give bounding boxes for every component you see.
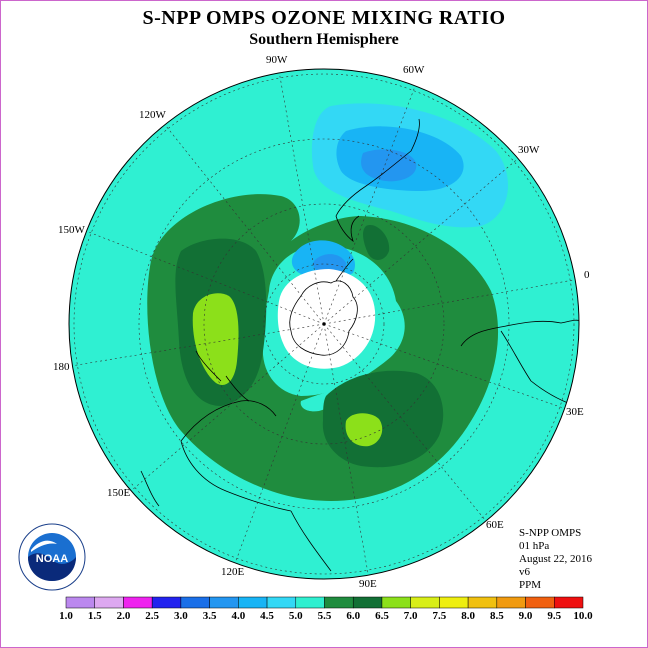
colorbar-tick-label: 4.0 bbox=[231, 610, 246, 622]
colorbar-segment bbox=[266, 596, 297, 609]
colorbar-tick-label: 1.0 bbox=[59, 610, 73, 622]
map-boundary bbox=[68, 68, 580, 580]
info-pressure: 01 hPa bbox=[519, 540, 550, 552]
info-instrument: S-NPP OMPS bbox=[519, 527, 582, 539]
lon-label-60e: 60E bbox=[486, 519, 504, 531]
colorbar-segment bbox=[554, 596, 584, 609]
colorbar-tick-label: 1.5 bbox=[87, 610, 102, 622]
lon-label-150e: 150E bbox=[107, 487, 131, 499]
colorbar-tick-label: 10.0 bbox=[573, 610, 593, 622]
coastlines bbox=[140, 118, 579, 572]
lon-label-30w: 30W bbox=[518, 144, 540, 156]
noaa-logo-text: NOAA bbox=[36, 553, 68, 565]
lon-label-150w: 150W bbox=[58, 224, 85, 236]
colorbar-segment bbox=[209, 596, 239, 609]
colorbar-segment bbox=[439, 596, 469, 609]
colorbar-segment bbox=[525, 596, 555, 609]
lon-label-30e: 30E bbox=[566, 406, 584, 418]
colorbar-tick-label: 5.5 bbox=[317, 610, 332, 622]
colorbar-tick-label: 7.5 bbox=[432, 610, 447, 622]
colorbar-segment bbox=[123, 596, 153, 609]
colorbar-segment bbox=[496, 596, 526, 609]
colorbar-tick-label: 2.5 bbox=[145, 610, 160, 622]
colorbar-tick-label: 8.0 bbox=[461, 610, 475, 622]
colorbar-segment bbox=[94, 596, 124, 609]
lon-label-0: 0 bbox=[584, 269, 590, 281]
ozone-region-6.0-west bbox=[192, 293, 239, 385]
colorbar-tick-label: 9.0 bbox=[518, 610, 533, 622]
colorbar-segment bbox=[238, 596, 268, 609]
colorbar-segment bbox=[410, 596, 440, 609]
lon-label-180: 180 bbox=[53, 361, 70, 373]
info-units: PPM bbox=[519, 579, 542, 591]
colorbar-segment bbox=[180, 596, 210, 609]
info-version: v6 bbox=[519, 566, 530, 578]
colorbar-tick-label: 4.5 bbox=[260, 610, 274, 622]
colorbar-segment bbox=[467, 596, 498, 609]
colorbar-segment bbox=[381, 596, 411, 609]
colorbar-segment bbox=[151, 596, 182, 609]
colorbar-segment bbox=[65, 596, 95, 609]
colorbar-tick-label: 6.5 bbox=[375, 610, 389, 622]
lon-label-90e: 90E bbox=[359, 578, 377, 590]
colorbar-tick-label: 7.0 bbox=[403, 610, 418, 622]
ozone-region-5.5-east bbox=[322, 370, 444, 468]
graticule bbox=[70, 70, 579, 579]
lon-label-60w: 60W bbox=[403, 64, 425, 76]
colorbar-tick-label: 5.0 bbox=[288, 610, 303, 622]
lon-label-90w: 90W bbox=[266, 54, 288, 66]
ozone-region-6.0-east bbox=[345, 413, 383, 447]
figure-title: S-NPP OMPS OZONE MIXING RATIO bbox=[142, 7, 506, 29]
lon-label-120w: 120W bbox=[139, 109, 166, 121]
colorbar-tick-label: 3.0 bbox=[174, 610, 188, 622]
info-date: August 22, 2016 bbox=[519, 553, 593, 565]
colorbar-segment bbox=[324, 596, 354, 609]
lon-label-120e: 120E bbox=[221, 566, 245, 578]
colorbar-segment bbox=[352, 596, 383, 609]
noaa-logo: NOAA bbox=[18, 523, 86, 591]
colorbar-tick-label: 8.5 bbox=[489, 610, 504, 622]
colorbar-tick-label: 3.5 bbox=[202, 610, 217, 622]
colorbar-segment bbox=[295, 596, 325, 609]
colorbar-tick-label: 9.5 bbox=[547, 610, 562, 622]
colorbar-tick-label: 6.0 bbox=[346, 610, 361, 622]
colorbar-tick-label: 2.0 bbox=[116, 610, 131, 622]
figure-subtitle: Southern Hemisphere bbox=[249, 31, 399, 48]
